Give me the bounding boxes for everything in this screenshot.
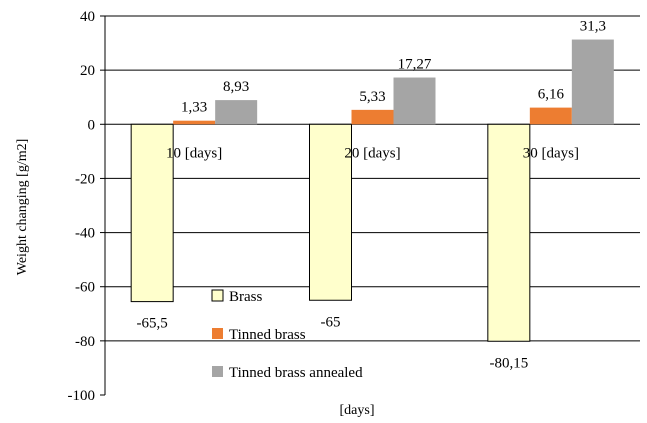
- bar-tinned-brass: [529, 107, 572, 125]
- data-label: -80,15: [489, 355, 528, 371]
- bar-tinned-brass-annealed: [571, 39, 614, 125]
- legend-label: Tinned brass annealed: [229, 365, 363, 381]
- bar-tinned-brass-annealed: [393, 77, 436, 125]
- data-label: -65: [321, 314, 341, 330]
- y-axis-title: Weight changing [g/m2]: [15, 139, 30, 276]
- data-label: 17,27: [398, 57, 432, 73]
- bar-tinned-brass: [351, 109, 394, 125]
- y-tick-label: -40: [75, 226, 95, 242]
- y-tick-label: -20: [75, 171, 95, 187]
- y-tick-label: 40: [80, 9, 95, 25]
- bar-tinned-brass: [173, 120, 216, 125]
- data-label: 6,16: [538, 87, 565, 103]
- x-axis-title: [days]: [340, 403, 375, 418]
- data-label: 31,3: [580, 19, 606, 35]
- labels: 40 20 0 -20 -40 -60 -80 -100 -65,5 1,33 8,93 10 [da…: [68, 9, 606, 404]
- bars: [130, 39, 614, 342]
- legend-label: Tinned brass: [229, 327, 306, 343]
- bar-tinned-brass-annealed: [215, 100, 258, 125]
- y-tick-label: 0: [88, 117, 96, 133]
- data-label: 5,33: [359, 89, 385, 105]
- y-tick-label: -60: [75, 280, 95, 296]
- legend-swatch: [211, 289, 224, 302]
- legend-swatch: [212, 328, 223, 339]
- y-tick-label: -100: [68, 388, 96, 404]
- legend-label: Brass: [229, 289, 262, 305]
- legend: Brass Tinned brass Tinned brass annealed: [211, 289, 363, 381]
- category-label: 30 [days]: [523, 145, 579, 161]
- axes: [100, 15, 106, 396]
- data-label: -65,5: [137, 316, 168, 332]
- bar-brass: [130, 123, 174, 303]
- y-tick-label: -80: [75, 334, 95, 350]
- category-label: 10 [days]: [166, 145, 222, 161]
- bar-brass: [487, 123, 531, 342]
- data-label: 8,93: [223, 79, 249, 95]
- bar-brass: [309, 123, 352, 301]
- category-label: 20 [days]: [344, 145, 400, 161]
- data-label: 1,33: [181, 100, 207, 116]
- gridlines: [105, 15, 640, 342]
- legend-swatch: [212, 366, 223, 377]
- y-tick-label: 20: [80, 63, 95, 79]
